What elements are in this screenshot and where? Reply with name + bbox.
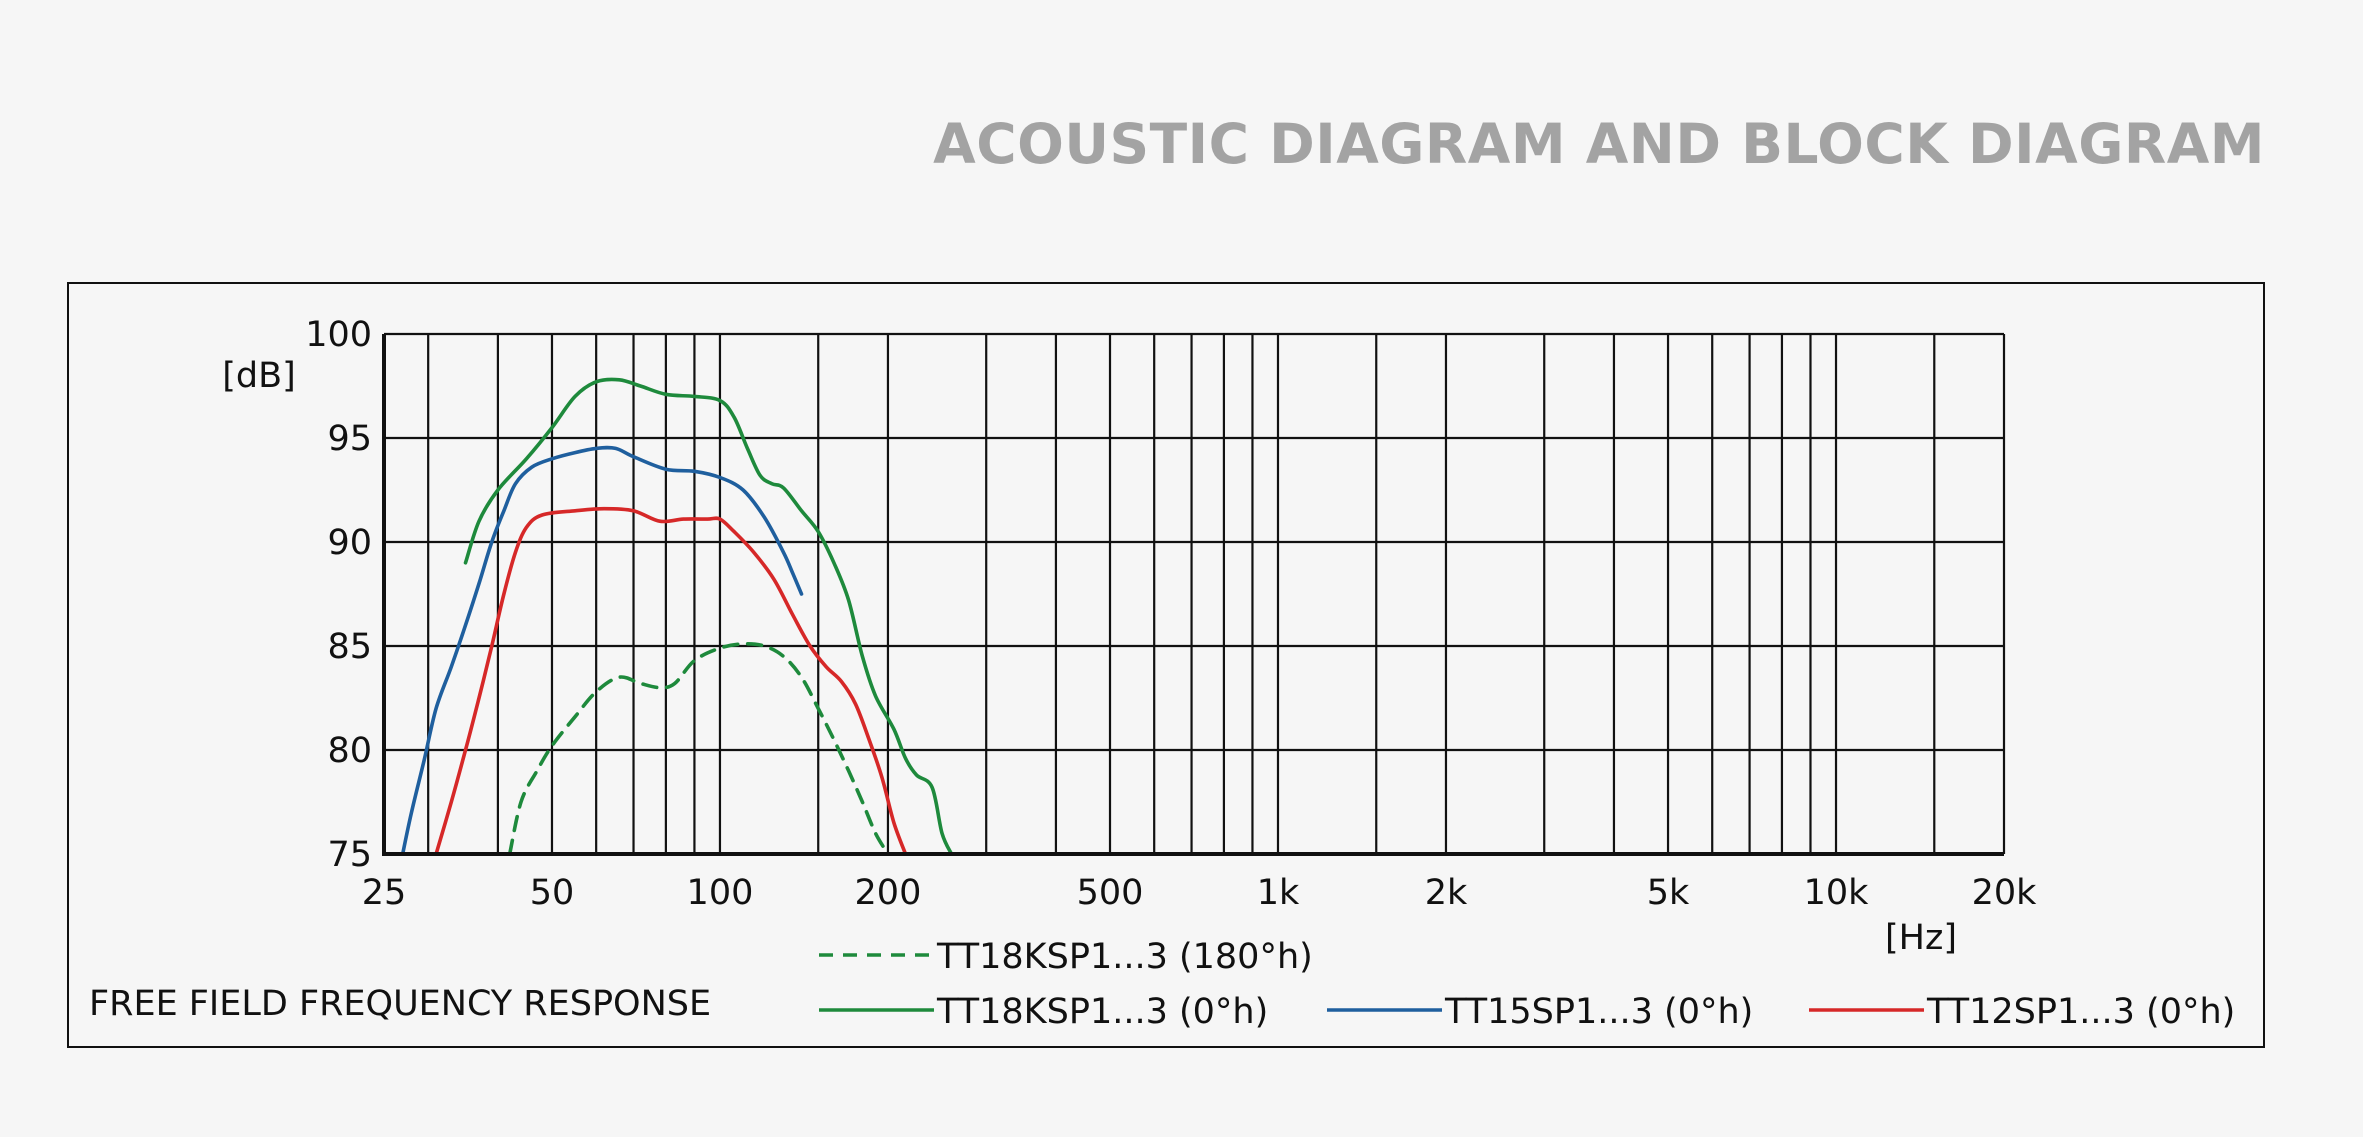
x-tick-label: 1k	[1257, 873, 1300, 913]
series-line-3	[400, 445, 804, 856]
y-tick-label: 95	[327, 419, 372, 459]
page-title: ACOUSTIC DIAGRAM AND BLOCK DIAGRAM	[933, 112, 2265, 176]
x-tick-label: 10k	[1804, 873, 1870, 913]
chart-title: FREE FIELD FREQUENCY RESPONSE	[89, 984, 711, 1024]
y-tick-label: 90	[327, 523, 372, 563]
chart-grid	[384, 332, 2006, 856]
x-tick-label: 25	[362, 873, 407, 913]
x-tick-label: 200	[855, 873, 922, 913]
x-axis-label: [Hz]	[1885, 918, 1957, 958]
chart-frame: 75 80 85 90 95 100 25 50 100 200 500 1k 2k 5k 10k 20k […	[67, 282, 2265, 1048]
x-tick-label: 20k	[1972, 873, 2038, 913]
x-tick-label: 2k	[1425, 873, 1468, 913]
legend-label: TT18KSP1...3 (0°h)	[936, 992, 1268, 1032]
y-tick-label: 80	[327, 731, 372, 771]
series-line-2	[463, 377, 954, 856]
y-tick-label: 100	[305, 315, 372, 355]
x-tick-label: 500	[1077, 873, 1144, 913]
legend-label: TT18KSP1...3 (180°h)	[936, 937, 1313, 977]
x-tick-label: 100	[687, 873, 754, 913]
y-tick-label: 85	[327, 627, 372, 667]
x-tick-label: 5k	[1647, 873, 1690, 913]
legend-label: TT15SP1...3 (0°h)	[1444, 992, 1753, 1032]
chart-axes: 75 80 85 90 95 100 25 50 100 200 500 1k 2k 5k 10k 20k	[305, 315, 2037, 913]
chart-series	[400, 377, 954, 856]
y-axis-label: [dB]	[222, 356, 296, 396]
x-tick-label: 50	[530, 873, 575, 913]
frequency-response-chart: 75 80 85 90 95 100 25 50 100 200 500 1k 2k 5k 10k 20k […	[89, 315, 2235, 1032]
series-line-4	[434, 506, 908, 856]
y-tick-label: 75	[327, 835, 372, 875]
chart-legend: TT18KSP1...3 (180°h) TT18KSP1...3 (0°h) TT…	[819, 937, 2235, 1032]
series-line-1	[507, 642, 890, 856]
legend-label: TT12SP1...3 (0°h)	[1926, 992, 2235, 1032]
